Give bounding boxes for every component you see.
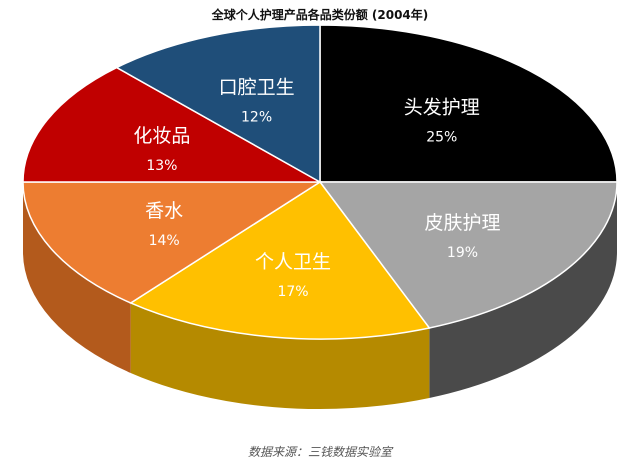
slice-value-2: 17% <box>277 284 308 300</box>
pie-slice-0 <box>319 24 618 183</box>
slice-value-1: 19% <box>447 245 478 261</box>
chart-title: 全球个人护理产品各品类份额 (2004年) <box>211 7 429 22</box>
slice-label-1: 皮肤护理 <box>424 212 500 234</box>
slice-label-0: 头发护理 <box>404 97 480 119</box>
slice-label-3: 香水 <box>145 200 183 222</box>
slice-label-2: 个人卫生 <box>255 251 331 273</box>
slice-value-0: 25% <box>426 130 457 146</box>
pie-slice-3 <box>22 181 323 304</box>
pie-slice-4 <box>22 66 323 183</box>
slice-value-4: 13% <box>146 158 177 174</box>
pie-slice-5 <box>115 24 321 184</box>
pie-slice-2 <box>129 180 431 340</box>
pie-top-faces <box>22 24 618 340</box>
slice-value-5: 12% <box>241 109 272 125</box>
slice-label-5: 口腔卫生 <box>219 76 295 98</box>
pie-slice-1 <box>318 181 618 329</box>
pie-side-walls <box>23 182 617 410</box>
slice-value-3: 14% <box>149 233 180 249</box>
pie-labels: 头发护理 25% 皮肤护理 19% 个人卫生 17% 香水 14% 化妆品 13% 口腔卫生 12% <box>133 76 500 300</box>
chart-source: 数据来源：三钱数据实验室 <box>248 445 394 459</box>
pie-side-1 <box>429 182 617 398</box>
slice-label-4: 化妆品 <box>133 125 190 147</box>
pie-side-2 <box>130 302 430 410</box>
pie-side-3 <box>23 182 131 373</box>
